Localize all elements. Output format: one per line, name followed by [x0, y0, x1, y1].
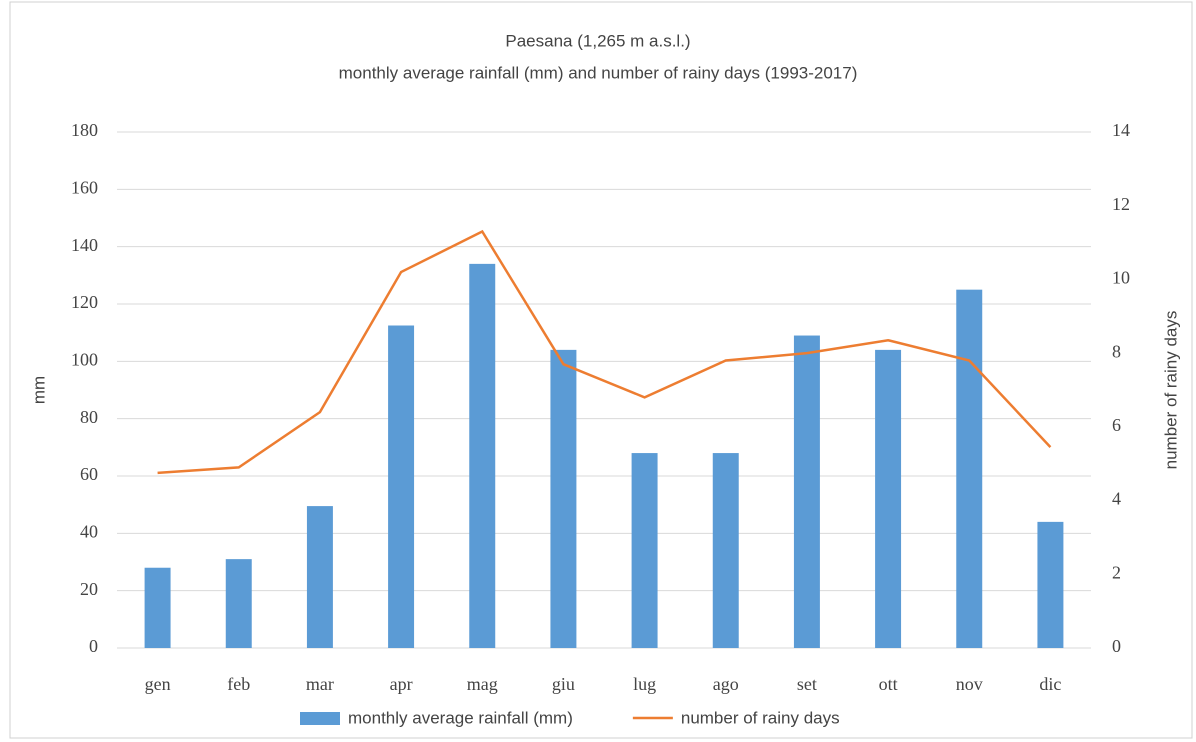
- y2-tick-label: 0: [1112, 636, 1121, 656]
- y-tick-label: 80: [80, 407, 98, 427]
- x-tick-label: lug: [633, 674, 656, 694]
- x-tick-label: feb: [227, 674, 250, 694]
- y2-tick-label: 8: [1112, 341, 1121, 361]
- y-tick-label: 180: [71, 120, 98, 140]
- y2-tick-label: 4: [1112, 489, 1121, 509]
- bar: [550, 349, 577, 648]
- x-tick-label: giu: [552, 674, 575, 694]
- bar: [144, 567, 171, 648]
- chart-border: [9, 1, 1193, 739]
- x-tick-label: gen: [145, 674, 171, 694]
- legend-label: monthly average rainfall (mm): [348, 708, 573, 727]
- chart-title: Paesana (1,265 m a.s.l.): [505, 31, 690, 50]
- bar: [469, 263, 496, 648]
- bar: [956, 289, 983, 648]
- bar: [225, 559, 252, 648]
- y2-tick-label: 2: [1112, 562, 1121, 582]
- x-tick-label: nov: [956, 674, 983, 694]
- y2-tick-label: 10: [1112, 268, 1130, 288]
- x-tick-label: dic: [1039, 674, 1061, 694]
- line: [157, 229, 1052, 475]
- x-tick-label: ott: [879, 674, 898, 694]
- bar: [1037, 521, 1064, 648]
- x-tick-label: set: [797, 674, 817, 694]
- legend-label: number of rainy days: [681, 708, 840, 727]
- y-tick-label: 120: [71, 292, 98, 312]
- bar: [631, 453, 658, 648]
- x-tick-label: ago: [713, 674, 739, 694]
- y2-tick-label: 12: [1112, 194, 1130, 214]
- bar: [875, 349, 902, 648]
- bar: [712, 453, 739, 648]
- y-tick-label: 20: [80, 579, 98, 599]
- legend-swatch: [300, 712, 340, 725]
- y-tick-label: 0: [89, 636, 98, 656]
- y-tick-label: 100: [71, 349, 98, 369]
- y-axis-label: mm: [29, 376, 48, 404]
- x-tick-label: mag: [467, 674, 498, 694]
- x-tick-label: apr: [390, 674, 413, 694]
- y-tick-label: 160: [71, 177, 98, 197]
- bar: [388, 325, 415, 648]
- bar: [793, 335, 820, 648]
- y-tick-label: 60: [80, 464, 98, 484]
- x-tick-label: mar: [306, 674, 334, 694]
- y2-tick-label: 14: [1112, 120, 1130, 140]
- bar: [306, 506, 333, 648]
- y-tick-label: 140: [71, 235, 98, 255]
- y-tick-label: 40: [80, 521, 98, 541]
- y2-tick-label: 6: [1112, 415, 1121, 435]
- y2-axis-label: number of rainy days: [1161, 311, 1180, 470]
- chart-subtitle: monthly average rainfall (mm) and number…: [339, 63, 858, 82]
